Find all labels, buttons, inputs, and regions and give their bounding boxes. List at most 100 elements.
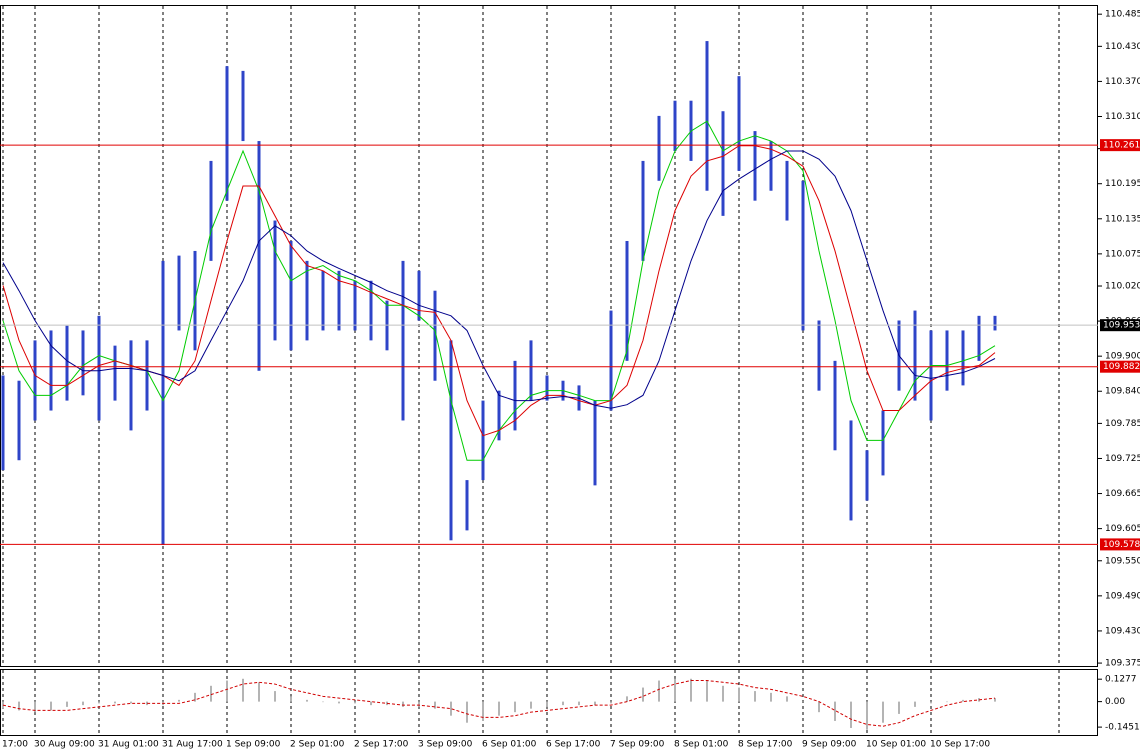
price-bar [865, 450, 869, 501]
y-tick-label: 0.00 [1105, 697, 1125, 707]
price-bar [97, 315, 101, 421]
y-tick-label: 110.195 [1105, 179, 1140, 189]
price-bar [721, 111, 725, 216]
macd-bar [578, 701, 580, 706]
y-tick-label: 109.550 [1105, 556, 1140, 566]
price-bar [113, 345, 117, 401]
macd-bar [338, 701, 340, 704]
price-bar [257, 141, 261, 371]
price-bar [321, 270, 325, 331]
x-tick-label: 6 Sep 01:00 [482, 740, 537, 750]
price-bar [177, 255, 181, 331]
y-tick-label: 109.490 [1105, 591, 1140, 601]
price-bar [545, 375, 549, 401]
x-tick-label: 31 Aug 01:00 [98, 740, 159, 750]
price-bar [945, 330, 949, 391]
moving-average [2, 145, 996, 437]
macd-bar [498, 701, 500, 716]
price-bar [849, 420, 853, 521]
macd-bar [290, 696, 292, 702]
price-bar [673, 100, 677, 151]
price-bar [625, 241, 629, 361]
y-tick-label: 110.020 [1105, 282, 1140, 292]
plot-layer: 17:00 30 Aug 09:00 31 Aug 01:00 31 Aug 17:0… [0, 6, 1140, 750]
main-panel-frame [0, 5, 1098, 667]
macd-bar [66, 701, 68, 707]
price-bar [17, 380, 21, 461]
price-bar [769, 141, 773, 191]
price-bar [929, 330, 933, 421]
macd-bar [450, 701, 452, 716]
price-bar [401, 260, 405, 421]
price-bar [497, 390, 501, 441]
y-tick-label: 109.665 [1105, 489, 1140, 499]
level-label: 110.261 [1103, 141, 1140, 151]
price-bar [913, 310, 917, 401]
macd-bar [818, 701, 820, 713]
x-tick-label: 7 Sep 09:00 [610, 740, 665, 750]
x-tick-label: 6 Sep 17:00 [546, 740, 601, 750]
macd-bar [386, 701, 388, 706]
macd-bar [98, 701, 100, 704]
macd-bar [194, 692, 196, 702]
y-tick-label: 109.900 [1105, 352, 1140, 362]
macd-bar [306, 699, 308, 702]
price-bar [609, 310, 613, 411]
macd-bar [242, 678, 244, 702]
macd-bar [642, 687, 644, 702]
macd-bar [674, 678, 676, 702]
price-bar [705, 41, 709, 191]
price-bar [417, 270, 421, 321]
y-tick-label: 110.370 [1105, 77, 1140, 87]
macd-bar [898, 701, 900, 714]
price-bar [817, 320, 821, 391]
macd-bar [738, 687, 740, 702]
macd-bar [930, 701, 932, 704]
macd-signal [2, 680, 996, 727]
macd-bar [114, 701, 116, 704]
price-bar [65, 325, 69, 401]
price-bar [737, 76, 741, 171]
x-tick-label: 1 Sep 09:00 [226, 740, 281, 750]
price-bar [49, 330, 53, 411]
macd-bar [594, 701, 596, 706]
price-bar [81, 330, 85, 396]
y-tick-label: 109.375 [1105, 659, 1140, 669]
price-bar [433, 290, 437, 381]
price-bar [833, 360, 837, 451]
price-bar [273, 220, 277, 341]
macd-bar [514, 701, 516, 713]
macd-bar [50, 701, 52, 711]
macd-bar [626, 696, 628, 702]
level-box [1100, 139, 1140, 152]
macd-bar [34, 701, 36, 713]
x-tick-label: 8 Sep 17:00 [738, 740, 793, 750]
y-tick-label: 109.785 [1105, 419, 1140, 429]
macd-bar [130, 701, 132, 704]
macd-bar [994, 698, 996, 702]
y-tick-label: 109.840 [1105, 387, 1140, 397]
macd-bar [690, 678, 692, 702]
x-tick-label: 10 Sep 17:00 [930, 740, 990, 750]
macd-bar [370, 701, 372, 706]
macd-bar [834, 701, 836, 721]
macd-bar [946, 701, 948, 703]
level-box [1100, 360, 1140, 373]
price-bar [801, 180, 805, 331]
macd-bar [402, 701, 404, 707]
x-tick-label: 3 Sep 09:00 [418, 740, 473, 750]
price-bar [465, 480, 469, 531]
y-tick-label: 110.485 [1105, 10, 1140, 20]
price-bar [1, 375, 5, 471]
y-tick-label: -0.1451 [1105, 723, 1140, 733]
price-bar [449, 340, 453, 541]
macd-bar [258, 682, 260, 702]
macd-bar [530, 701, 532, 709]
price-bar [993, 315, 997, 331]
price-bar [881, 410, 885, 476]
price-bar [753, 131, 757, 201]
price-bar [305, 260, 309, 341]
price-bar [593, 400, 597, 486]
price-bar [225, 66, 229, 201]
level-box [1100, 538, 1140, 551]
